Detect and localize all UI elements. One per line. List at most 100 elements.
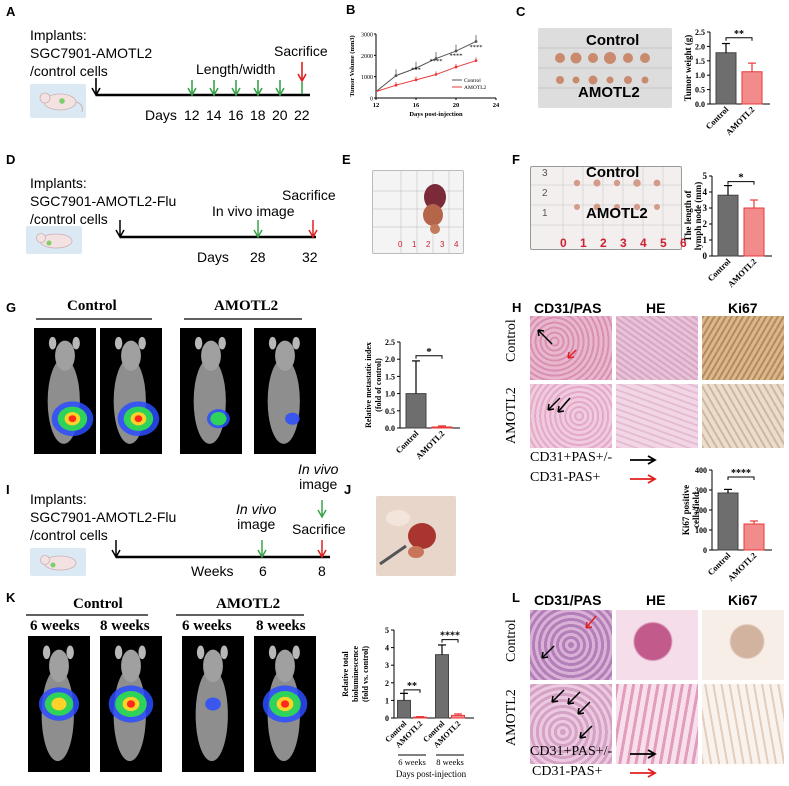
y-tick-label: 3 — [385, 661, 389, 670]
h-cd31pas-amotl2-image — [530, 384, 612, 448]
a-implants: Implants: — [30, 27, 87, 43]
f-ruler-v-tick: 1 — [542, 208, 548, 219]
a-day-label: 14 — [206, 107, 222, 123]
h-amotl2-row-label: AMOTL2 — [504, 387, 519, 444]
significance-label: *** — [411, 66, 421, 73]
d-implants: Implants: — [30, 175, 87, 191]
a-timepoint-arrow — [209, 80, 219, 97]
l-he-amotl2-image — [616, 684, 698, 764]
a-day-label: 12 — [184, 107, 200, 123]
x-tick-label: 16 — [413, 102, 420, 109]
y-tick-label: 1.0 — [385, 390, 395, 399]
significance-label: * — [426, 346, 432, 358]
a-days-label: Days — [145, 107, 177, 123]
y-tick-label: 200 — [695, 506, 707, 515]
significance-bracket — [403, 689, 421, 693]
l-legend-1: CD31+PAS+/- — [530, 744, 613, 759]
panel-label-e: E — [342, 152, 351, 167]
y-tick-label: 1000 — [361, 75, 373, 81]
e-ruler-tick: 4 — [454, 240, 459, 249]
g-amotl2-label: AMOTL2 — [214, 298, 279, 314]
bar — [431, 426, 453, 429]
e-ruler-tick: 3 — [440, 240, 445, 249]
panel-label-l: L — [512, 590, 520, 605]
panel-label-d: D — [6, 152, 16, 167]
f-ruler-tick: 5 — [660, 236, 667, 250]
significance-bracket — [727, 476, 755, 480]
a-day-label: 18 — [250, 107, 266, 123]
x-tick-label: 12 — [373, 102, 380, 109]
h-image-arrows — [537, 329, 577, 413]
k-amotl2-6weeks: 6 weeks — [182, 618, 232, 634]
y-tick-label: 1.0 — [695, 71, 705, 80]
f-ruler-tick: 1 — [580, 236, 587, 250]
g-group-lines — [36, 318, 302, 320]
x-axis-label: Days post-injection — [409, 111, 463, 118]
chart-b-tumor-volume: 0 1000 2000 3000 12 16 20 24 Days post-injection… — [349, 33, 500, 119]
i-cells: SGC7901-AMOTL2-Flu — [30, 509, 177, 525]
bar — [397, 699, 411, 719]
data-point — [474, 59, 478, 63]
i-cells2: /control cells — [30, 527, 108, 543]
y-tick-label: 0.0 — [385, 424, 395, 433]
x-tick-label: AMOTL2 — [414, 428, 447, 460]
significance-label: **** — [450, 52, 463, 59]
bar — [413, 716, 427, 719]
i-invivo1-b: image — [237, 516, 276, 532]
k-amotl2-8weeks: 8 weeks — [256, 618, 306, 634]
x-tick-label: AMOTL2 — [724, 104, 757, 137]
e-ruler-tick: 2 — [426, 240, 431, 249]
a-timepoint-arrow — [253, 80, 263, 97]
significance-label: **** — [430, 58, 443, 65]
y-axis-label: Tumor weight (g) — [683, 35, 693, 102]
f-ruler-v-tick: 2 — [542, 188, 548, 199]
y-tick-label: 0 — [703, 251, 708, 261]
g-mouse-image — [180, 328, 242, 454]
i-invivo2: In vivo image — [298, 462, 338, 492]
i-implants: Implants: — [30, 491, 87, 507]
legend-label: Control — [464, 78, 481, 84]
y-tick-label: 2.5 — [695, 28, 705, 37]
e-ruler-tick: 0 — [398, 240, 403, 249]
y-tick-label: 1.5 — [695, 57, 705, 66]
bar — [717, 492, 739, 551]
surgery-photo-j — [376, 496, 456, 576]
e-ruler-tick: 1 — [412, 240, 417, 249]
y-tick-label: 300 — [695, 486, 707, 495]
mouse-illustration-i — [30, 548, 86, 576]
h-control-row-label: Control — [504, 319, 519, 362]
g-mouse-image — [100, 328, 162, 454]
y-axis-label: Relative metastatic index(fold of contro… — [364, 342, 383, 428]
g-control-label: Control — [67, 298, 117, 314]
data-point — [434, 73, 438, 76]
y-tick-label: 0 — [370, 97, 373, 103]
k-control-6weeks: 6 weeks — [30, 618, 80, 634]
k-control-label: Control — [73, 596, 123, 612]
panel-label-i: I — [6, 482, 10, 497]
i-invivo1: In vivo image — [236, 502, 276, 532]
y-tick-label: 1 — [385, 696, 389, 705]
series-line — [375, 41, 477, 92]
f-ruler-tick: 4 — [640, 236, 647, 250]
y-tick-label: 2000 — [361, 54, 373, 60]
significance-bracket — [441, 639, 459, 643]
panel-label-a: A — [6, 4, 16, 19]
y-tick-label: 0.5 — [695, 86, 705, 95]
a-cells: SGC7901-AMOTL2 — [30, 45, 153, 61]
k-amotl2-label: AMOTL2 — [216, 596, 281, 612]
y-axis-label: Ki67 positivecells/field — [682, 485, 701, 535]
panel-label-b: B — [346, 2, 356, 17]
d-invivo: In vivo image — [212, 203, 295, 219]
significance-label: **** — [731, 468, 751, 479]
y-tick-label: 5 — [385, 626, 389, 635]
y-tick-label: 5 — [703, 171, 708, 181]
l-cd31pas-control-image — [530, 610, 612, 680]
timeline-d — [115, 220, 318, 239]
d-cells2: /control cells — [30, 211, 108, 227]
h-cd31pas-header: CD31/PAS — [534, 300, 602, 316]
l-he-header: HE — [646, 592, 666, 608]
panel-label-c: C — [516, 4, 526, 19]
timeline-a — [91, 62, 310, 97]
